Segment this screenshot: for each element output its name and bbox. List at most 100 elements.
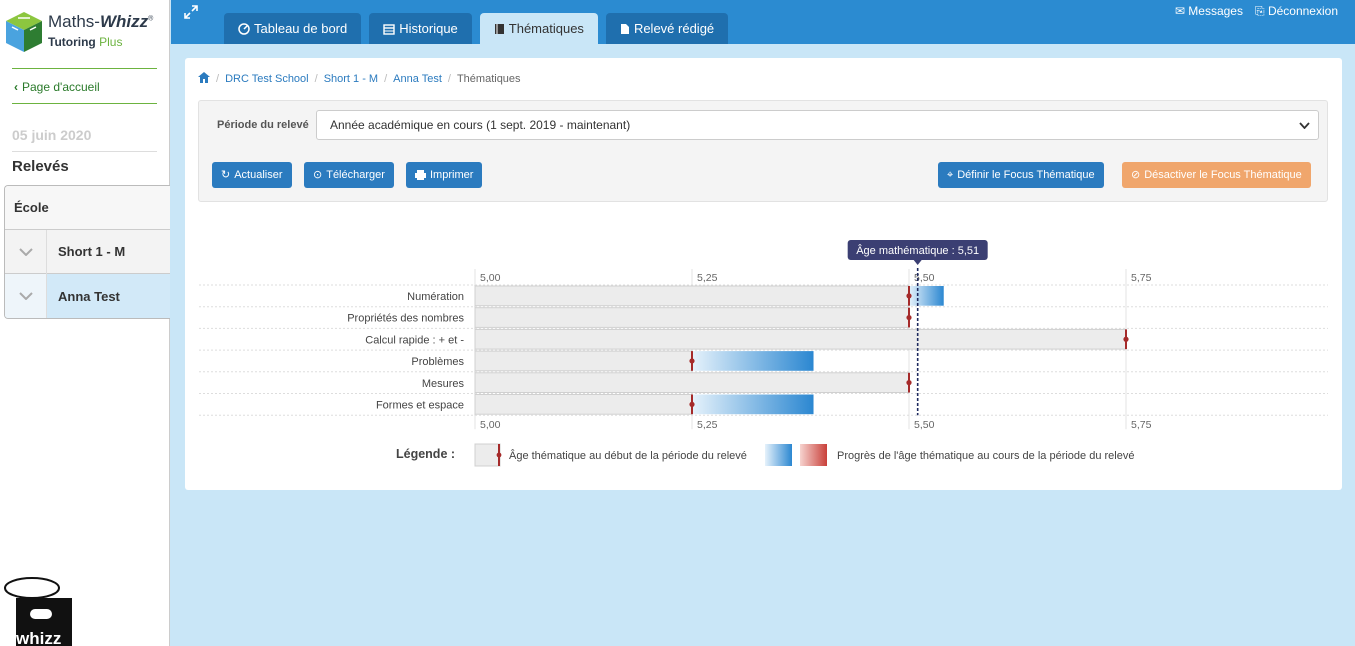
category-label: Formes et espace [376, 400, 464, 412]
logout-icon: ⎘ [1254, 4, 1265, 18]
home-link[interactable]: ‹ Page d'accueil [12, 68, 157, 104]
brand-name: Maths-Whizz® [48, 12, 154, 31]
start-age-bar [474, 285, 910, 307]
tab-written-report[interactable]: Relevé rédigé [605, 13, 729, 44]
start-age-marker-dot [689, 401, 695, 407]
main-tabs: Tableau de bord Historique Thématiques R… [224, 13, 736, 44]
category-label: Problèmes [411, 356, 464, 368]
maths-age-tooltip [847, 240, 988, 260]
start-age-bar [474, 394, 693, 415]
period-label: Période du relevé [217, 119, 309, 131]
maths-age-label: Âge mathématique : 5,51 [856, 244, 979, 257]
download-icon: ⊙ [313, 169, 323, 181]
x-tick-label-top: 5,25 [697, 272, 718, 284]
legend-progress-blue-swatch [765, 444, 792, 466]
start-age-marker-dot [1123, 336, 1129, 342]
start-age-marker-dot [906, 314, 912, 321]
main-panel: / DRC Test School / Short 1 - M / Anna T… [185, 58, 1342, 490]
start-age-marker-dot [906, 293, 912, 299]
maths-whizz-logo[interactable]: Maths-Whizz® Tutoring Plus [4, 8, 164, 58]
chevron-down-icon [1299, 111, 1310, 139]
current-date: 05 juin 2020 [12, 118, 157, 152]
refresh-icon: ↻ [221, 169, 231, 181]
report-tree: École Short 1 - M Anna Test [4, 185, 170, 319]
chevron-left-icon: ‹ [14, 80, 18, 94]
category-label: Propriétés des nombres [347, 313, 464, 325]
progress-bar [692, 394, 814, 415]
cube-logo-icon [6, 12, 42, 52]
legend-start-label: Âge thématique au début de la période du… [509, 449, 747, 462]
category-label: Numération [407, 291, 464, 303]
messages-link[interactable]: ✉ Messages [1174, 4, 1243, 18]
breadcrumb-class[interactable]: Short 1 - M [323, 73, 379, 85]
refresh-button[interactable]: ↻ Actualiser [212, 162, 292, 188]
brand-subtitle: Tutoring Plus [48, 35, 123, 49]
filter-panel: Période du relevé Année académique en co… [198, 100, 1328, 202]
calendar-icon [383, 23, 395, 35]
tree-node-class[interactable]: Short 1 - M [5, 229, 170, 274]
x-tick-label-bottom: 5,75 [1131, 419, 1152, 431]
maths-age-tooltip-pointer [913, 260, 922, 265]
legend-progress-red-swatch [800, 444, 827, 466]
envelope-icon: ✉ [1174, 4, 1185, 18]
sidebar: Maths-Whizz® Tutoring Plus ‹ Page d'accue… [0, 0, 170, 646]
start-age-bar [474, 328, 1127, 350]
breadcrumb-student[interactable]: Anna Test [393, 73, 442, 85]
whizz-footer-logo: whizz [4, 577, 72, 646]
top-navigation-bar: Tableau de bord Historique Thématiques R… [171, 0, 1355, 44]
logout-link[interactable]: ⎘ Déconnexion [1254, 4, 1338, 18]
breadcrumb-separator: / [216, 73, 220, 85]
set-focus-button[interactable]: ⌖ Définir le Focus Thématique [938, 162, 1104, 188]
breadcrumb-separator: / [384, 73, 388, 85]
x-tick-label-top: 5,75 [1131, 272, 1152, 284]
print-button[interactable]: Imprimer [406, 162, 483, 188]
tree-node-student-label: Anna Test [58, 288, 120, 304]
download-button[interactable]: ⊙ Télécharger [304, 162, 394, 188]
start-age-bar [474, 350, 693, 372]
x-tick-label-top: 5,50 [914, 272, 935, 284]
tab-thematiques[interactable]: Thématiques [479, 13, 598, 44]
tree-node-class-label: Short 1 - M [58, 244, 126, 259]
disable-focus-button[interactable]: ⊘ Désactiver le Focus Thématique [1122, 162, 1311, 188]
period-select-value: Année académique en cours (1 sept. 2019 … [330, 118, 631, 132]
whizz-logo-text: whizz [15, 629, 61, 646]
chevron-down-icon[interactable] [5, 274, 47, 318]
crosshair-icon: ⌖ [947, 169, 954, 181]
releves-heading: Relevés [12, 158, 69, 175]
category-label: Calcul rapide : + et - [365, 334, 464, 346]
top-links: ✉ Messages ⎘ Déconnexion [1175, 4, 1338, 19]
start-age-marker-dot [906, 380, 912, 386]
breadcrumb-separator: / [314, 73, 318, 85]
progress-bar [909, 286, 944, 306]
x-tick-label-bottom: 5,25 [697, 419, 718, 431]
start-age-bar [474, 307, 910, 328]
progress-bar [692, 351, 814, 371]
breadcrumb: / DRC Test School / Short 1 - M / Anna T… [198, 72, 521, 86]
ban-icon: ⊘ [1131, 169, 1141, 181]
start-age-bar [474, 372, 910, 394]
legend-start-marker-dot [496, 452, 502, 458]
file-icon [620, 23, 629, 34]
category-label: Mesures [422, 378, 465, 390]
home-icon[interactable] [198, 72, 210, 86]
breadcrumb-separator: / [447, 73, 451, 85]
print-icon [415, 170, 426, 180]
tab-history[interactable]: Historique [369, 13, 472, 44]
chevron-down-icon[interactable] [5, 229, 47, 274]
breadcrumb-current: Thématiques [456, 73, 521, 85]
breadcrumb-school[interactable]: DRC Test School [225, 73, 309, 85]
expand-icon[interactable] [183, 4, 199, 23]
legend-title: Légende : [396, 447, 455, 461]
x-tick-label-top: 5,00 [480, 272, 501, 284]
start-age-marker-dot [689, 358, 695, 364]
x-tick-label-bottom: 5,00 [480, 419, 501, 431]
thematic-age-chart: 5,00 5,00 5,25 5,25 5,50 5,50 5,75 5,75 Numérati… [199, 240, 1328, 467]
tab-dashboard[interactable]: Tableau de bord [224, 13, 362, 44]
period-select[interactable]: Année académique en cours (1 sept. 2019 … [316, 110, 1319, 140]
dashboard-icon [238, 22, 250, 35]
tree-node-student[interactable]: Anna Test [5, 274, 170, 318]
x-tick-label-bottom: 5,50 [914, 419, 935, 431]
legend-progress-label: Progrès de l'âge thématique au cours de … [837, 450, 1134, 462]
legend-start-swatch [474, 443, 501, 467]
tree-node-school[interactable]: École [5, 186, 170, 230]
